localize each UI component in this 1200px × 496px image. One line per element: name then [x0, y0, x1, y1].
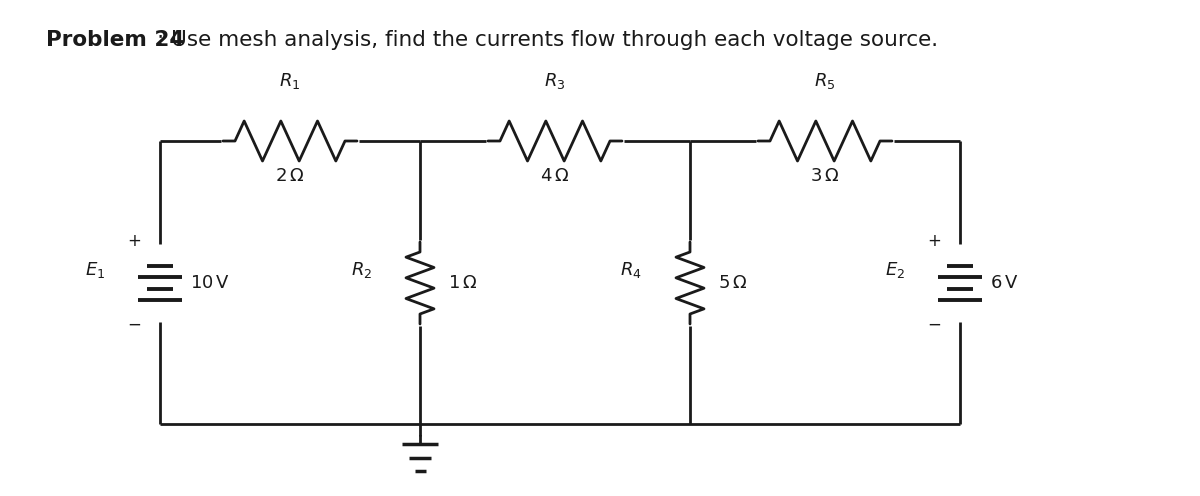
Text: $6\,\mathrm{V}$: $6\,\mathrm{V}$	[990, 274, 1019, 292]
Text: $R_3$: $R_3$	[545, 71, 565, 91]
Text: : Use mesh analysis, find the currents flow through each voltage source.: : Use mesh analysis, find the currents f…	[157, 30, 938, 50]
Text: $2\,\Omega$: $2\,\Omega$	[275, 167, 305, 185]
Text: −: −	[127, 316, 140, 334]
Text: $10\,\mathrm{V}$: $10\,\mathrm{V}$	[190, 274, 230, 292]
Text: $R_5$: $R_5$	[815, 71, 835, 91]
Text: +: +	[127, 232, 140, 250]
Text: $5\,\Omega$: $5\,\Omega$	[718, 274, 748, 292]
Text: +: +	[928, 232, 941, 250]
Text: $R_2$: $R_2$	[350, 260, 372, 280]
Text: $R_4$: $R_4$	[620, 260, 642, 280]
Text: $R_1$: $R_1$	[280, 71, 301, 91]
Text: Problem 24: Problem 24	[46, 30, 184, 50]
Text: $4\,\Omega$: $4\,\Omega$	[540, 167, 570, 185]
Text: $E_1$: $E_1$	[85, 260, 106, 280]
Text: $3\,\Omega$: $3\,\Omega$	[810, 167, 840, 185]
Text: $E_2$: $E_2$	[884, 260, 905, 280]
Text: −: −	[928, 316, 941, 334]
Text: $1\,\Omega$: $1\,\Omega$	[448, 274, 478, 292]
